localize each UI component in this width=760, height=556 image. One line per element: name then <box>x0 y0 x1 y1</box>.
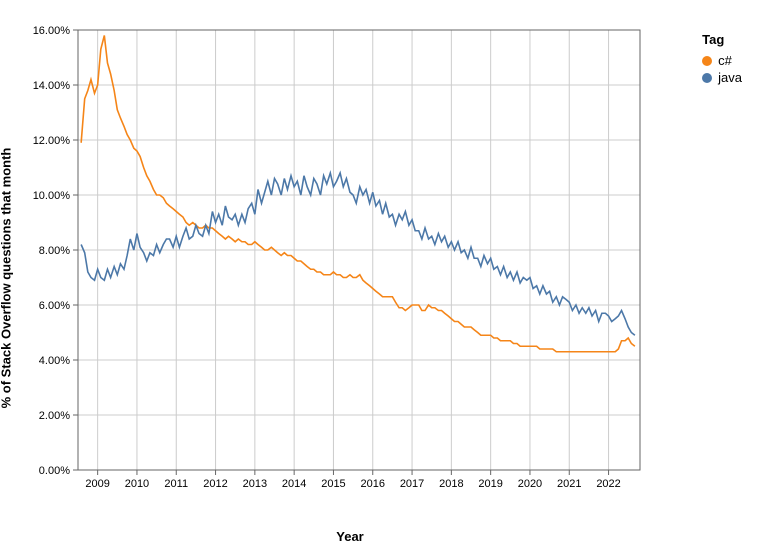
svg-text:2015: 2015 <box>321 478 345 490</box>
svg-text:2011: 2011 <box>164 478 188 490</box>
svg-text:14.00%: 14.00% <box>33 80 71 92</box>
chart-container: % of Stack Overflow questions that month… <box>0 0 760 556</box>
svg-text:6.00%: 6.00% <box>39 300 70 312</box>
svg-text:2018: 2018 <box>439 478 463 490</box>
svg-text:2016: 2016 <box>361 478 385 490</box>
x-axis-label: Year <box>336 529 363 544</box>
svg-text:16.00%: 16.00% <box>33 25 71 37</box>
legend-item-java[interactable]: java <box>702 70 742 85</box>
legend-dot-icon <box>702 73 712 83</box>
svg-text:2014: 2014 <box>282 478 306 490</box>
legend: Tag c# java <box>702 32 742 87</box>
svg-text:2020: 2020 <box>518 478 542 490</box>
svg-text:2019: 2019 <box>478 478 502 490</box>
svg-text:2022: 2022 <box>596 478 620 490</box>
svg-text:2013: 2013 <box>243 478 267 490</box>
svg-text:4.00%: 4.00% <box>39 355 70 367</box>
svg-text:12.00%: 12.00% <box>33 135 71 147</box>
legend-label: c# <box>718 53 732 68</box>
svg-text:2017: 2017 <box>400 478 424 490</box>
svg-text:2009: 2009 <box>85 478 109 490</box>
legend-title: Tag <box>702 32 742 47</box>
svg-text:2010: 2010 <box>125 478 149 490</box>
y-axis-label: % of Stack Overflow questions that month <box>0 148 14 409</box>
svg-text:8.00%: 8.00% <box>39 245 70 257</box>
svg-text:2021: 2021 <box>557 478 581 490</box>
legend-label: java <box>718 70 742 85</box>
svg-text:0.00%: 0.00% <box>39 465 70 477</box>
svg-text:10.00%: 10.00% <box>33 190 71 202</box>
chart-svg: 0.00% 2.00% 4.00% 6.00% 8.00% 10.00% 12.00% 14.… <box>0 0 760 556</box>
legend-dot-icon <box>702 56 712 66</box>
svg-text:2012: 2012 <box>203 478 227 490</box>
legend-item-c#[interactable]: c# <box>702 53 742 68</box>
svg-text:2.00%: 2.00% <box>39 410 70 422</box>
